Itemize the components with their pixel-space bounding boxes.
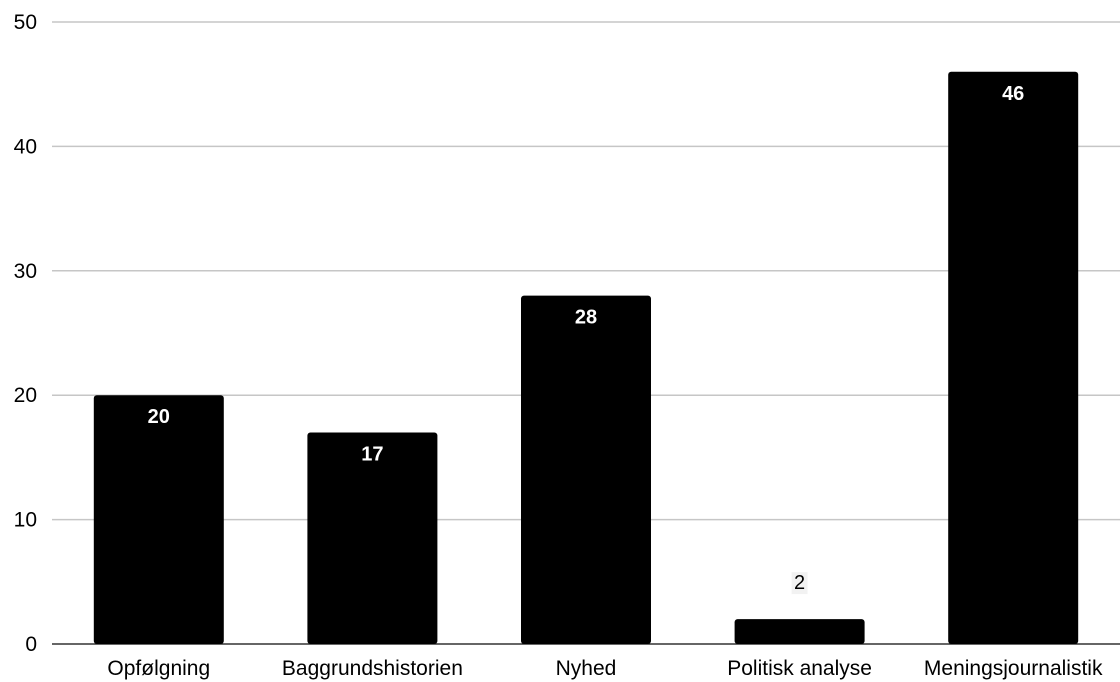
x-tick-label: Politisk analyse (727, 657, 872, 680)
y-tick-label: 10 (14, 509, 37, 532)
bar (521, 296, 651, 644)
y-tick-label: 50 (14, 11, 37, 34)
y-tick-label: 0 (25, 633, 37, 656)
data-label: 2 (794, 572, 805, 594)
y-axis-tick-labels: 0 10 20 30 40 50 (14, 11, 37, 656)
data-label: 20 (148, 406, 170, 428)
y-tick-label: 30 (14, 260, 37, 283)
x-tick-label: Baggrundshistorien (282, 657, 463, 680)
bar (948, 72, 1078, 644)
x-tick-label: Meningsjournalistik (924, 657, 1103, 680)
y-tick-label: 20 (14, 384, 37, 407)
data-label: 28 (575, 307, 597, 329)
data-label: 46 (1002, 83, 1024, 105)
x-axis-tick-labels: Opfølgning Baggrundshistorien Nyhed Politis… (107, 657, 1103, 680)
bar (735, 619, 865, 644)
x-tick-label: Opfølgning (107, 657, 210, 680)
bar (94, 395, 224, 644)
x-tick-label: Nyhed (556, 657, 617, 680)
bars (94, 72, 1078, 644)
data-label: 17 (361, 444, 383, 466)
y-tick-label: 40 (14, 135, 37, 158)
